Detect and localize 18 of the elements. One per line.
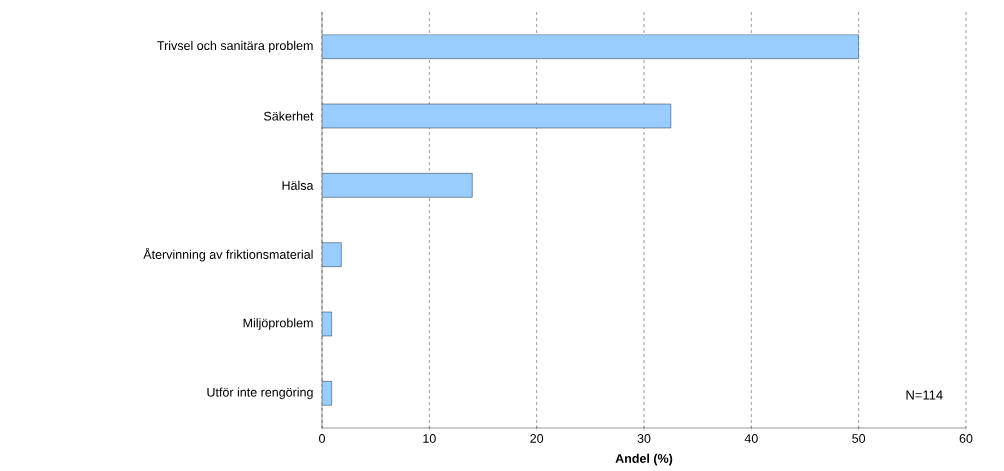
y-tick-label: Utför inte rengöring <box>207 387 313 400</box>
bar <box>322 173 473 198</box>
x-tick-label: 30 <box>637 434 651 443</box>
y-tick-label: Hälsa <box>282 180 314 190</box>
y-tick-label: Trivsel och sanitära problem <box>157 40 313 53</box>
bar <box>322 103 672 129</box>
annotation: N=114 <box>906 390 943 400</box>
x-tick-label: 50 <box>852 434 866 443</box>
x-tick-label: 10 <box>423 434 436 443</box>
x-axis-title: Andel (%) <box>615 453 673 466</box>
y-tick-label: Säkerhet <box>264 111 314 121</box>
x-tick-label: 20 <box>530 434 544 443</box>
y-tick-label: Återvinning av friktionsmaterial <box>143 247 313 262</box>
y-tick-label: Miljöproblem <box>243 318 313 330</box>
bar <box>322 34 859 59</box>
x-tick-label: 0 <box>319 434 325 443</box>
x-tick-label: 40 <box>744 434 758 443</box>
x-tick-label: 60 <box>959 434 973 443</box>
